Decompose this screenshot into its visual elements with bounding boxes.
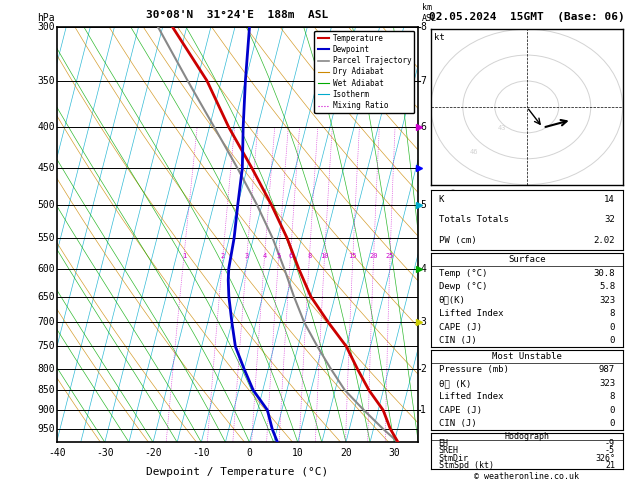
Text: 550: 550 [37, 233, 55, 243]
Text: 950: 950 [37, 424, 55, 434]
Text: 4: 4 [420, 263, 426, 274]
Text: 25: 25 [386, 253, 394, 259]
Legend: Temperature, Dewpoint, Parcel Trajectory, Dry Adiabat, Wet Adiabat, Isotherm, Mi: Temperature, Dewpoint, Parcel Trajectory… [314, 31, 415, 113]
Text: 3: 3 [420, 317, 426, 328]
Text: 20: 20 [340, 449, 352, 458]
Text: 323: 323 [599, 379, 615, 388]
Text: Dewpoint / Temperature (°C): Dewpoint / Temperature (°C) [147, 467, 328, 477]
Text: Totals Totals: Totals Totals [438, 215, 508, 225]
Text: 30: 30 [388, 449, 400, 458]
Text: 400: 400 [37, 122, 55, 132]
Text: 500: 500 [37, 200, 55, 210]
Text: 900: 900 [37, 405, 55, 415]
Text: 8: 8 [308, 253, 311, 259]
Text: © weatheronline.co.uk: © weatheronline.co.uk [474, 472, 579, 481]
Text: 5.8: 5.8 [599, 282, 615, 291]
Text: -10: -10 [192, 449, 210, 458]
Text: 14: 14 [604, 195, 615, 204]
Text: θᴇ (K): θᴇ (K) [438, 379, 470, 388]
Text: 600: 600 [37, 263, 55, 274]
Text: Temp (°C): Temp (°C) [438, 269, 487, 278]
Text: 20: 20 [369, 253, 378, 259]
Text: 650: 650 [37, 292, 55, 301]
Text: 4: 4 [262, 253, 267, 259]
Text: 8: 8 [610, 392, 615, 401]
Text: 0: 0 [247, 449, 252, 458]
Text: 323: 323 [599, 295, 615, 305]
Text: 6: 6 [420, 122, 426, 132]
Text: 8: 8 [420, 22, 426, 32]
Text: 350: 350 [37, 75, 55, 86]
Text: 1: 1 [420, 405, 426, 415]
Text: 0: 0 [610, 419, 615, 428]
Text: CIN (J): CIN (J) [438, 336, 476, 345]
Text: 2: 2 [420, 364, 426, 374]
Text: 6: 6 [288, 253, 292, 259]
Text: kt: kt [434, 33, 445, 41]
Text: km
ASL: km ASL [422, 3, 437, 22]
Text: SREH: SREH [438, 446, 459, 455]
Text: 32: 32 [604, 215, 615, 225]
Text: Surface: Surface [508, 255, 545, 264]
Text: Lifted Index: Lifted Index [438, 392, 503, 401]
Text: 10: 10 [320, 253, 329, 259]
Text: CAPE (J): CAPE (J) [438, 323, 482, 331]
Text: 1: 1 [182, 253, 186, 259]
Text: Dewp (°C): Dewp (°C) [438, 282, 487, 291]
Text: 800: 800 [37, 364, 55, 374]
Text: 10: 10 [292, 449, 304, 458]
Text: 850: 850 [37, 385, 55, 395]
Text: -5: -5 [605, 446, 615, 455]
Text: 21: 21 [605, 461, 615, 470]
Text: 15: 15 [348, 253, 357, 259]
Text: -20: -20 [144, 449, 162, 458]
Text: -30: -30 [96, 449, 114, 458]
Text: K: K [438, 195, 444, 204]
Text: 7: 7 [420, 75, 426, 86]
Text: 43: 43 [498, 125, 506, 131]
Text: 46: 46 [469, 149, 478, 155]
Text: StmSpd (kt): StmSpd (kt) [438, 461, 494, 470]
Text: 8: 8 [610, 309, 615, 318]
Text: -40: -40 [48, 449, 65, 458]
Text: 700: 700 [37, 317, 55, 328]
Text: 2: 2 [221, 253, 225, 259]
Text: 5: 5 [277, 253, 281, 259]
Text: EH: EH [438, 439, 448, 448]
Text: 750: 750 [37, 342, 55, 351]
Text: 02.05.2024  15GMT  (Base: 06): 02.05.2024 15GMT (Base: 06) [429, 12, 625, 22]
Text: 300: 300 [37, 22, 55, 32]
Text: PW (cm): PW (cm) [438, 236, 476, 244]
Text: 5: 5 [420, 200, 426, 210]
Text: 30°08'N  31°24'E  188m  ASL: 30°08'N 31°24'E 188m ASL [147, 11, 328, 20]
Text: 326°: 326° [595, 453, 615, 463]
Text: Pressure (mb): Pressure (mb) [438, 365, 508, 375]
Text: 2.02: 2.02 [594, 236, 615, 244]
Text: 0: 0 [610, 323, 615, 331]
Text: 30.8: 30.8 [594, 269, 615, 278]
Text: θᴇ(K): θᴇ(K) [438, 295, 465, 305]
Text: CIN (J): CIN (J) [438, 419, 476, 428]
Text: Lifted Index: Lifted Index [438, 309, 503, 318]
Text: StmDir: StmDir [438, 453, 469, 463]
Text: -9: -9 [605, 439, 615, 448]
Text: Most Unstable: Most Unstable [492, 352, 562, 361]
Text: 0: 0 [610, 405, 615, 415]
Text: Hodograph: Hodograph [504, 432, 549, 441]
Text: 987: 987 [599, 365, 615, 375]
Text: CAPE (J): CAPE (J) [438, 405, 482, 415]
Text: 450: 450 [37, 163, 55, 173]
Text: 3: 3 [245, 253, 249, 259]
Text: 0: 0 [610, 336, 615, 345]
Text: Mixing Ratio (g/kg): Mixing Ratio (g/kg) [450, 187, 459, 282]
Text: hPa: hPa [37, 13, 55, 22]
